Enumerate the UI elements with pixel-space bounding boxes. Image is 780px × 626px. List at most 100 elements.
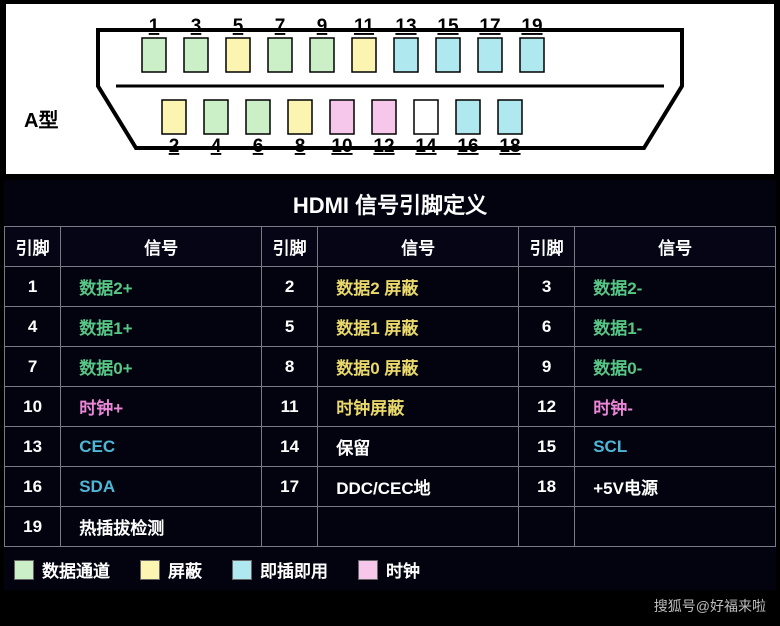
pin-17 <box>478 38 502 72</box>
cell-pin: 19 <box>5 507 61 547</box>
pin-19 <box>520 38 544 72</box>
table-row: 4数据1+5数据1 屏蔽6数据1- <box>5 307 776 347</box>
cell-signal: 时钟- <box>575 387 776 427</box>
table-row: 13CEC14保留15SCL <box>5 427 776 467</box>
pin-label-8: 8 <box>295 136 306 157</box>
pin-18 <box>498 100 522 134</box>
cell-signal: 保留 <box>318 427 519 467</box>
table-panel: HDMI 信号引脚定义 引脚信号引脚信号引脚信号 1数据2+2数据2 屏蔽3数据… <box>4 180 776 547</box>
cell-signal: +5V电源 <box>575 467 776 507</box>
cell-pin: 14 <box>262 427 318 467</box>
col-pin: 引脚 <box>262 227 318 267</box>
pin-label-1: 1 <box>149 16 160 37</box>
cell-pin: 16 <box>5 467 61 507</box>
pin-label-18: 18 <box>499 136 520 157</box>
cell-signal: 数据1 屏蔽 <box>318 307 519 347</box>
pin-label-15: 15 <box>437 16 459 37</box>
table-row: 10时钟+11时钟屏蔽12时钟- <box>5 387 776 427</box>
pin-8 <box>288 100 312 134</box>
col-signal: 信号 <box>61 227 262 267</box>
cell-signal: DDC/CEC地 <box>318 467 519 507</box>
pin-9 <box>310 38 334 72</box>
cell-signal: 数据1+ <box>61 307 262 347</box>
cell-pin: 13 <box>5 427 61 467</box>
legend: 数据通道屏蔽即插即用时钟 <box>4 547 776 590</box>
cell-pin: 18 <box>519 467 575 507</box>
col-signal: 信号 <box>318 227 519 267</box>
pin-label-5: 5 <box>233 16 244 37</box>
pin-10 <box>330 100 354 134</box>
cell-pin: 12 <box>519 387 575 427</box>
pin-label-19: 19 <box>521 16 542 37</box>
cell-pin: 10 <box>5 387 61 427</box>
cell-signal: 时钟+ <box>61 387 262 427</box>
cell-signal: 数据2+ <box>61 267 262 307</box>
legend-swatch-data <box>14 560 34 580</box>
pin-label-2: 2 <box>169 136 180 157</box>
col-signal: 信号 <box>575 227 776 267</box>
cell-signal: 时钟屏蔽 <box>318 387 519 427</box>
table-row: 7数据0+8数据0 屏蔽9数据0- <box>5 347 776 387</box>
cell-signal: CEC <box>61 427 262 467</box>
pin-label-9: 9 <box>317 16 328 37</box>
cell-signal: SCL <box>575 427 776 467</box>
cell-pin: 4 <box>5 307 61 347</box>
pin-label-7: 7 <box>275 16 286 37</box>
col-pin: 引脚 <box>5 227 61 267</box>
cell-signal: 数据0 屏蔽 <box>318 347 519 387</box>
cell-pin: 2 <box>262 267 318 307</box>
cell-signal: 数据2 屏蔽 <box>318 267 519 307</box>
type-label: A型 <box>24 104 58 133</box>
pin-label-6: 6 <box>253 136 264 157</box>
pin-7 <box>268 38 292 72</box>
table-row: 1数据2+2数据2 屏蔽3数据2- <box>5 267 776 307</box>
cell-pin <box>519 507 575 547</box>
legend-label: 屏蔽 <box>168 557 202 582</box>
legend-swatch-plugplay <box>232 560 252 580</box>
pin-6 <box>246 100 270 134</box>
connector-panel: A型 13579111315171924681012141618 <box>4 2 776 176</box>
cell-pin <box>262 507 318 547</box>
cell-signal: 数据2- <box>575 267 776 307</box>
pin-2 <box>162 100 186 134</box>
pin-label-3: 3 <box>191 16 202 37</box>
col-pin: 引脚 <box>519 227 575 267</box>
table-row: 19热插拔检测 <box>5 507 776 547</box>
connector-diagram: 13579111315171924681012141618 <box>10 4 770 174</box>
cell-pin: 5 <box>262 307 318 347</box>
cell-signal: 数据0+ <box>61 347 262 387</box>
cell-pin: 17 <box>262 467 318 507</box>
pin-label-13: 13 <box>395 16 416 37</box>
pin-5 <box>226 38 250 72</box>
cell-pin: 15 <box>519 427 575 467</box>
pin-3 <box>184 38 208 72</box>
pin-label-12: 12 <box>373 136 394 157</box>
cell-pin: 3 <box>519 267 575 307</box>
cell-signal: 数据1- <box>575 307 776 347</box>
cell-signal: 数据0- <box>575 347 776 387</box>
cell-pin: 8 <box>262 347 318 387</box>
pin-label-4: 4 <box>211 136 222 157</box>
pin-label-10: 10 <box>331 136 352 157</box>
legend-swatch-shield <box>140 560 160 580</box>
cell-signal <box>575 507 776 547</box>
pin-13 <box>394 38 418 72</box>
cell-signal: SDA <box>61 467 262 507</box>
legend-swatch-clock <box>358 560 378 580</box>
cell-pin: 11 <box>262 387 318 427</box>
pin-15 <box>436 38 460 72</box>
pin-label-17: 17 <box>479 16 500 37</box>
pin-4 <box>204 100 228 134</box>
pin-12 <box>372 100 396 134</box>
pin-14 <box>414 100 438 134</box>
cell-pin: 9 <box>519 347 575 387</box>
cell-signal: 热插拔检测 <box>61 507 262 547</box>
cell-signal <box>318 507 519 547</box>
table-title: HDMI 信号引脚定义 <box>4 180 776 226</box>
legend-label: 时钟 <box>386 557 420 582</box>
table-row: 16SDA17DDC/CEC地18+5V电源 <box>5 467 776 507</box>
credit: 搜狐号@好福来啦 <box>654 596 766 616</box>
pin-label-11: 11 <box>354 16 375 37</box>
pin-16 <box>456 100 480 134</box>
cell-pin: 1 <box>5 267 61 307</box>
